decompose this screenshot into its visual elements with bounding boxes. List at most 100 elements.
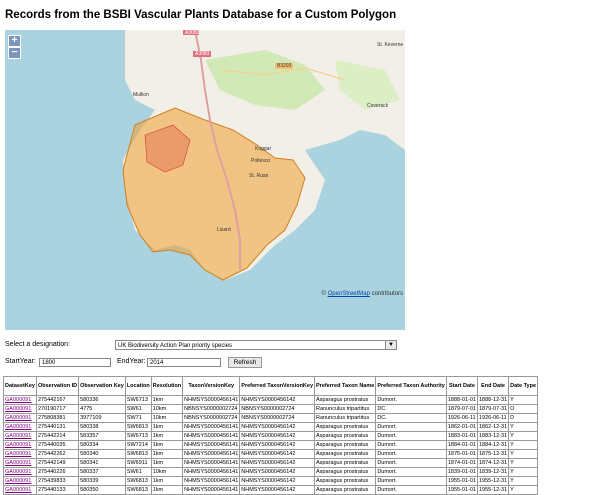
table-cell: NHMSYS0000456142 [239,467,316,477]
table-row: GA000091 275442149 580341 SW6911 1km NHMSYS00… [3,458,539,468]
table-cell: 275442262 [35,449,80,459]
refresh-button[interactable]: Refresh [228,357,262,368]
table-cell: 275442167 [35,395,80,405]
table-cell: 1955-12-31 [476,485,510,495]
table-cell: 1875-12-31 [476,449,510,459]
place-label: St. Ruan [249,173,269,179]
table-cell: 1883-12-31 [476,431,510,441]
table-row: GA000091 275440226 580337 SW61 10km NHMSYS000… [3,467,539,477]
zoom-out-button[interactable]: − [8,47,21,59]
table-row: GA000091 275808381 3977109 SW71 10km NBNSYS00… [3,413,539,423]
table-cell: NHMSYS0000456142 [239,476,316,486]
table-cell: NHMSYS0000456142 [239,458,316,468]
table-row: GA000091 275439833 580339 SW6813 1km NHMSYS00… [3,476,539,486]
table-cell: SW6911 [124,458,152,468]
dataset-key-link[interactable]: GA000091 [5,450,32,457]
dataset-key-cell: GA000091 [3,431,37,441]
dataset-key-cell: GA000091 [3,440,37,450]
table-cell: Asparagus prostratus [314,422,377,432]
page-title: Records from the BSBI Vascular Plants Da… [5,9,397,21]
custom-polygon [122,107,306,281]
start-year-label: StartYear: [5,358,36,365]
table-cell: 1926-06-11 [445,413,479,423]
road-label: B3293 [277,63,292,69]
table-cell: Asparagus prostratus [314,458,377,468]
table-cell: 580338 [78,422,126,432]
table-cell: NHMSYS0000456142 [239,485,316,495]
table-cell: 580336 [78,395,126,405]
table-row: GA000091 275442214 583357 SW6713 1km NHMSYS00… [3,431,539,441]
table-cell: Dumort. [375,485,447,495]
table-cell: NHMSYS0000456141 [182,449,241,459]
table-cell: 1km [150,476,184,486]
dataset-key-link[interactable]: GA000091 [5,396,32,403]
table-cell: 1884-01-01 [445,440,479,450]
dataset-key-link[interactable]: GA000091 [5,414,32,421]
table-cell: 1879-07-01 [445,404,479,414]
table-cell: Asparagus prostratus [314,395,377,405]
table-cell: SW6713 [124,431,152,441]
table-cell: Ranunculus tripartitus [314,404,377,414]
table-cell: Asparagus prostratus [314,467,377,477]
table-cell: 1km [150,449,184,459]
table-cell: Y [508,395,539,405]
chevron-down-icon[interactable]: ▼ [385,341,396,349]
table-cell: Asparagus prostratus [314,431,377,441]
dataset-key-link[interactable]: GA000091 [5,468,32,475]
column-header: Start Date [445,376,479,396]
road-label: A3083 [185,30,200,36]
table-cell: DC. [375,404,447,414]
table-cell: 1888-01-01 [445,395,479,405]
table-cell: Y [508,422,539,432]
openstreetmap-link[interactable]: OpenStreetMap [327,291,370,297]
dataset-key-link[interactable]: GA000091 [5,405,32,412]
table-header-row: DatasetKey Observation ID Observation Key L… [3,376,539,396]
designation-select[interactable]: UK Biodiversity Action Plan priority spe… [115,340,397,350]
table-cell: 1839-01-01 [445,467,479,477]
table-cell: 1km [150,458,184,468]
column-header: Preferred Taxon Authority [375,376,447,396]
table-cell: Asparagus prostratus [314,485,377,495]
table-cell: 1km [150,431,184,441]
start-year-input[interactable]: 1800 [39,358,111,367]
table-cell: Y [508,458,539,468]
table-row: GA000091 275440035 580334 SW7214 1km NHMSYS00… [3,440,539,450]
table-cell: 10km [150,404,184,414]
column-header: Observation Key [78,376,126,396]
table-cell: NHMSYS0000456142 [239,395,316,405]
column-header: End Date [476,376,510,396]
dataset-key-cell: GA000091 [3,413,37,423]
dataset-key-link[interactable]: GA000091 [5,423,32,430]
table-cell: NHMSYS0000456141 [182,440,241,450]
place-label: Kuggar [255,146,272,152]
end-year-input[interactable]: 2014 [147,358,221,367]
dataset-key-cell: GA000091 [3,449,37,459]
table-cell: DC. [375,413,447,423]
table-cell: 275439833 [35,476,80,486]
dataset-key-link[interactable]: GA000091 [5,486,32,493]
table-cell: 1955-01-01 [445,485,479,495]
table-cell: Dumort. [375,458,447,468]
zoom-in-button[interactable]: + [8,35,21,47]
dataset-key-cell: GA000091 [3,422,37,432]
table-cell: O [508,404,539,414]
table-cell: SW71 [124,413,152,423]
table-cell: 1955-12-31 [476,476,510,486]
table-cell: 275440133 [35,485,80,495]
dataset-key-link[interactable]: GA000091 [5,477,32,484]
place-label: Poltesco [251,158,271,164]
table-cell: 275440035 [35,440,80,450]
dataset-key-link[interactable]: GA000091 [5,441,32,448]
table-cell: NBNSYS0000002724 [182,404,241,414]
table-cell: NHMSYS0000456141 [182,395,241,405]
table-cell: 275442214 [35,431,80,441]
table-cell: 1km [150,395,184,405]
road-label: A3083 [195,51,210,57]
dataset-key-link[interactable]: GA000091 [5,459,32,466]
map[interactable]: + − A3083 A3083 B3293 St. Keverne Mullio… [5,30,405,330]
table-row: GA000091 275442262 580340 SW6813 1km NHMSYS00… [3,449,539,459]
table-cell: 1926-06-11 [476,413,510,423]
table-cell: Ranunculus tripartitus [314,413,377,423]
table-cell: 275440226 [35,467,80,477]
dataset-key-link[interactable]: GA000091 [5,432,32,439]
